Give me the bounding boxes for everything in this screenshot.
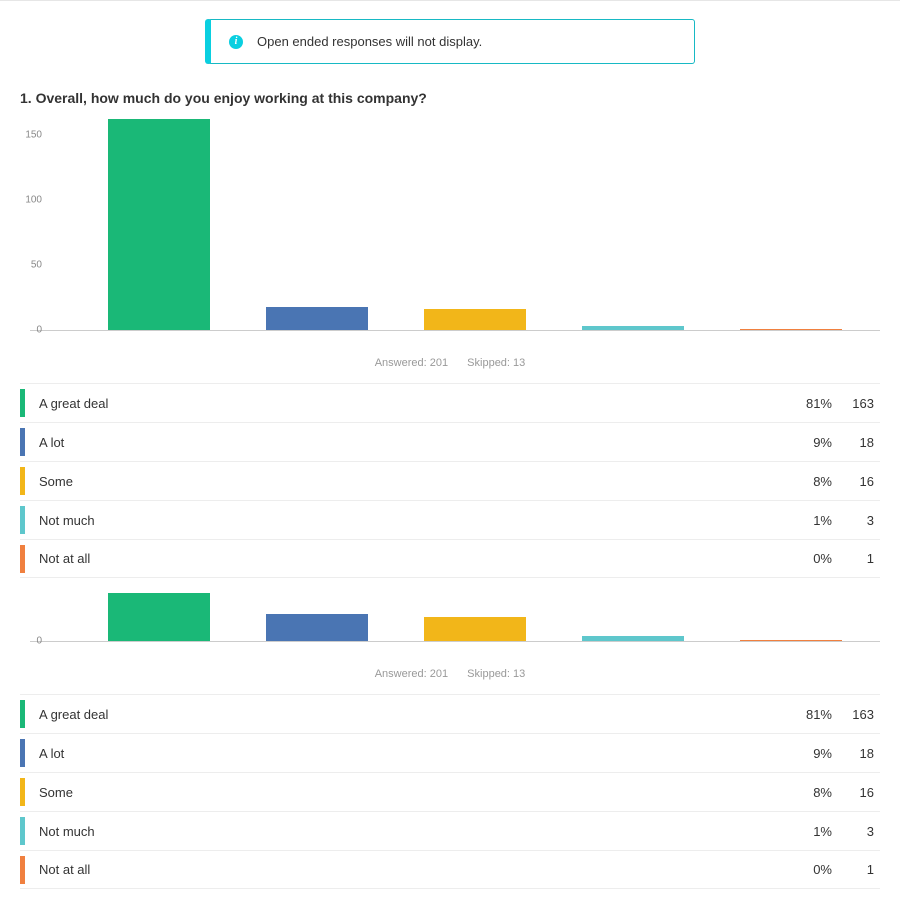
ytick: 0 [36, 636, 50, 647]
bar [424, 309, 525, 330]
color-chip [20, 700, 25, 728]
row-count: 18 [832, 435, 880, 450]
row-percent: 0% [782, 551, 832, 566]
chart-large-meta: Answered: 201 Skipped: 13 [20, 331, 880, 383]
color-chip [20, 506, 25, 534]
question-number: 1. [20, 90, 32, 106]
table-row: Not much1%3 [20, 500, 880, 539]
row-count: 16 [832, 785, 880, 800]
chart-small-meta: Answered: 201 Skipped: 13 [20, 642, 880, 694]
row-label: A lot [39, 435, 782, 450]
color-chip [20, 856, 25, 884]
ytick: 100 [25, 195, 50, 206]
row-count: 1 [832, 551, 880, 566]
chart-small-block: 0 Answered: 201 Skipped: 13 [0, 592, 900, 694]
table-row: Not at all0%1 [20, 850, 880, 889]
color-chip [20, 778, 25, 806]
row-count: 3 [832, 824, 880, 839]
row-percent: 9% [782, 435, 832, 450]
table-row: Not at all0%1 [20, 539, 880, 578]
row-label: Not much [39, 824, 782, 839]
row-count: 18 [832, 746, 880, 761]
top-divider [0, 0, 900, 1]
color-chip [20, 428, 25, 456]
row-percent: 1% [782, 513, 832, 528]
row-percent: 8% [782, 785, 832, 800]
info-icon: i [229, 35, 243, 49]
row-label: Not much [39, 513, 782, 528]
bar [266, 307, 367, 330]
bar [108, 119, 209, 330]
row-count: 3 [832, 513, 880, 528]
skipped-value: 13 [513, 357, 525, 369]
table-row: Some8%16 [20, 772, 880, 811]
color-chip [20, 545, 25, 573]
table-row: A lot9%18 [20, 733, 880, 772]
ytick: 50 [31, 260, 50, 271]
chart-small: 0 [30, 592, 880, 642]
answered-label: Answered: [375, 357, 427, 369]
bar [740, 329, 841, 330]
row-count: 163 [832, 707, 880, 722]
bar [582, 326, 683, 330]
row-label: A great deal [39, 396, 782, 411]
bar [266, 614, 367, 641]
bar [424, 617, 525, 641]
info-notice: i Open ended responses will not display. [205, 19, 695, 64]
info-notice-text: Open ended responses will not display. [257, 34, 482, 49]
color-chip [20, 739, 25, 767]
bar [740, 640, 841, 641]
table-row: A lot9%18 [20, 422, 880, 461]
row-label: Not at all [39, 862, 782, 877]
table-row: A great deal81%163 [20, 383, 880, 422]
table-row: Not much1%3 [20, 811, 880, 850]
row-count: 16 [832, 474, 880, 489]
row-percent: 81% [782, 707, 832, 722]
row-label: Not at all [39, 551, 782, 566]
table-row: A great deal81%163 [20, 694, 880, 733]
row-label: A great deal [39, 707, 782, 722]
row-count: 163 [832, 396, 880, 411]
question-text: Overall, how much do you enjoy working a… [36, 90, 427, 106]
answered-value: 201 [430, 357, 448, 369]
skipped-label: Skipped: [467, 668, 510, 680]
color-chip [20, 817, 25, 845]
row-label: Some [39, 785, 782, 800]
row-label: A lot [39, 746, 782, 761]
bar [582, 636, 683, 641]
ytick: 0 [36, 325, 50, 336]
ytick: 150 [25, 130, 50, 141]
skipped-value: 13 [513, 668, 525, 680]
row-count: 1 [832, 862, 880, 877]
question-title: 1. Overall, how much do you enjoy workin… [0, 84, 900, 116]
results-table-1: A great deal81%163A lot9%18Some8%16Not m… [20, 383, 880, 578]
chart-large-block: 050100150 Answered: 201 Skipped: 13 [0, 116, 900, 383]
row-label: Some [39, 474, 782, 489]
answered-label: Answered: [375, 668, 427, 680]
row-percent: 8% [782, 474, 832, 489]
answered-value: 201 [430, 668, 448, 680]
results-table-2: A great deal81%163A lot9%18Some8%16Not m… [20, 694, 880, 889]
chart-large: 050100150 [30, 116, 880, 331]
row-percent: 0% [782, 862, 832, 877]
row-percent: 81% [782, 396, 832, 411]
row-percent: 1% [782, 824, 832, 839]
table-row: Some8%16 [20, 461, 880, 500]
color-chip [20, 467, 25, 495]
color-chip [20, 389, 25, 417]
skipped-label: Skipped: [467, 357, 510, 369]
row-percent: 9% [782, 746, 832, 761]
bar [108, 593, 209, 641]
